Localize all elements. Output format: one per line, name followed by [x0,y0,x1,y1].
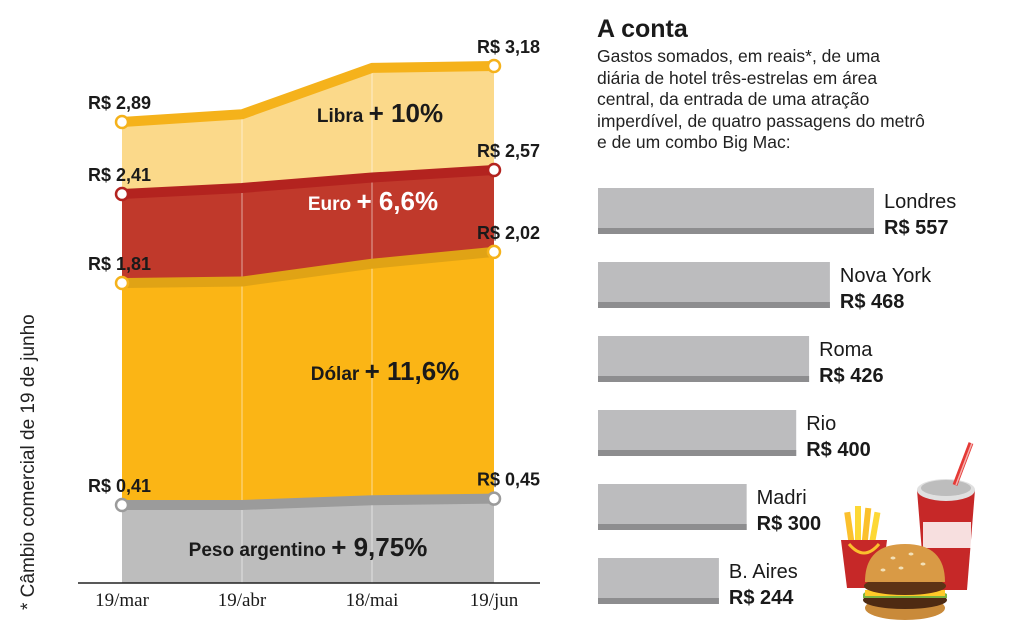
big-mac-combo-icon [841,442,975,620]
point-marker [486,58,502,74]
bar-category-label: Roma [819,339,873,361]
dolar-area [122,251,494,505]
x-tick-label: 19/abr [218,590,267,611]
bar-category-label: B. Aires [729,561,798,583]
start-value-label: R$ 2,41 [88,165,151,185]
point-marker [486,491,502,506]
bar [598,188,874,234]
bar-shadow [598,450,797,456]
peso-area [122,498,494,583]
bar [598,336,810,382]
bar-shadow [598,376,810,382]
bar-chart-subtitle: Gastos somados, em reais*, de uma diária… [597,46,925,152]
bar-chart: Londres R$ 557 Nova York R$ 468 Roma R$ 426 Ri… [598,188,956,609]
start-value-label: R$ 0,41 [88,476,151,496]
bar-value-label: R$ 400 [806,439,871,461]
euro-line [121,165,495,199]
libra-area [122,66,494,194]
bar-value-label: R$ 426 [819,365,884,387]
point-marker [114,186,130,202]
point-marker [486,244,502,260]
bar-value-label: R$ 244 [729,587,794,609]
bar [598,484,747,530]
euro-area [122,170,494,283]
bar-shadow [598,524,747,530]
x-tick-label: 19/mar [95,590,149,611]
dólar-line [121,246,495,288]
bar-chart-header: A conta Gastos somados, em reais*, de um… [597,14,1017,154]
bar [598,262,830,308]
end-value-label: R$ 0,45 [477,470,540,490]
bar [598,558,719,604]
start-value-label: R$ 1,81 [88,254,151,274]
libra-line [121,61,495,127]
dólar-change-label: Dólar + 11,6% [311,356,460,386]
bar-category-label: Nova York [840,265,932,287]
bar-chart-title: A conta [597,15,688,43]
end-value-label: R$ 3,18 [477,37,540,57]
area-chart: 19/mar 19/abr 18/mai 19/jun R$ 2,89 R$ 3,18 R$… [78,37,540,611]
y-axis-note: * Câmbio comercial de 19 de junho [18,314,39,610]
peso-argentino-change-label: Peso argentino + 9,75% [189,532,428,562]
bar [598,410,797,456]
euro-change-label: Euro + 6,6% [308,186,438,216]
bar-value-label: R$ 468 [840,291,905,313]
peso-argentino-line [122,493,495,510]
point-marker [114,497,130,513]
bar-shadow [598,228,874,234]
end-value-label: R$ 2,02 [477,223,540,243]
bar-category-label: Londres [884,191,956,213]
x-tick-label: 19/jun [470,590,519,611]
bar-category-label: Rio [806,413,836,435]
point-marker [114,275,130,291]
x-tick-label: 18/mai [346,590,399,611]
bar-value-label: R$ 557 [884,217,949,239]
end-value-label: R$ 2,57 [477,141,540,161]
bar-category-label: Madri [757,487,807,509]
bar-shadow [598,598,719,604]
start-value-label: R$ 2,89 [88,93,151,113]
point-marker [486,162,502,178]
bar-value-label: R$ 300 [757,513,822,535]
bar-shadow [598,302,830,308]
point-marker [114,114,130,130]
libra-change-label: Libra + 10% [317,98,443,128]
